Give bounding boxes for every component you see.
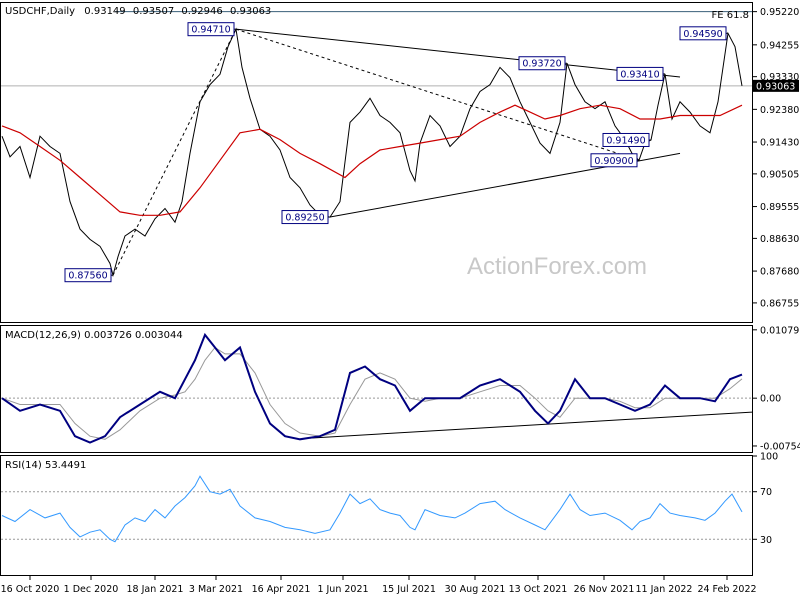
x-tick-label: 1 Jun 2021 [317, 584, 368, 595]
annotation-box [590, 153, 638, 168]
annotation-label: 0.94590 [683, 29, 722, 40]
current-price-label: 0.93063 [756, 81, 795, 92]
price-trendline-dashed [112, 28, 237, 276]
annotation-label: 0.90900 [594, 156, 633, 167]
annotation-box [679, 26, 727, 41]
annotation-label: 0.93720 [522, 59, 561, 70]
fib-label: FE 61.8 [711, 10, 749, 21]
x-tick-label: 13 Oct 2021 [509, 584, 568, 595]
current-price-box [753, 79, 799, 92]
x-tick-label: 26 Nov 2021 [574, 584, 635, 595]
price-title: USDCHF,Daily 0.93149 0.93507 0.92946 0.9… [5, 6, 271, 17]
price-y-tick-label: 0.89555 [760, 202, 799, 213]
price-y-tick-label: 0.88630 [760, 234, 799, 245]
x-tick-label: 3 Mar 2021 [189, 584, 243, 595]
macd-y-tick-label: 0.010797 [760, 325, 800, 336]
annotation-box [64, 268, 112, 283]
ohlc-close: 0.93063 [230, 6, 271, 17]
annotation-box [187, 22, 235, 37]
macd-trendline [309, 411, 753, 439]
price-y-tick-label: 0.92380 [760, 105, 799, 116]
x-tick-label: 11 Jan 2022 [636, 584, 693, 595]
price-y-tick-label: 0.93330 [760, 72, 799, 83]
x-tick-label: 1 Dec 2020 [64, 584, 119, 595]
annotation-box [616, 66, 664, 81]
rsi-y-tick-label: 30 [760, 535, 772, 546]
ohlc-high: 0.93507 [133, 6, 174, 17]
annotation-label: 0.93410 [620, 69, 659, 80]
annotation-label: 0.87560 [68, 271, 107, 282]
price-y-tick-label: 0.91430 [760, 138, 799, 149]
annotation-label: 0.94710 [191, 25, 230, 36]
rsi-y-tick-label: 100 [760, 452, 778, 463]
x-tick-label: 16 Oct 2020 [1, 584, 60, 595]
annotation-label: 0.91490 [606, 135, 645, 146]
macd-title: MACD(12,26,9) 0.003726 0.003044 [5, 330, 183, 341]
svg-text:USDCHF,Daily 0.93149: USDCHF,Daily 0.93149 0.93507 0.92946 0.9… [5, 6, 271, 17]
price-trendline-dashed [235, 28, 640, 161]
macd-panel-frame [0, 325, 753, 453]
price-trendline [235, 28, 681, 78]
macd-layer [1, 332, 753, 444]
rsi-layer [1, 475, 752, 543]
price-y-tick-label: 0.86755 [760, 298, 799, 309]
rsi-y-tick-label: 70 [760, 487, 772, 498]
x-tick-label: 15 Jul 2021 [382, 584, 436, 595]
moving-average-line [1, 104, 743, 216]
macd-line [1, 332, 743, 444]
x-tick-label: 16 Apr 2021 [252, 584, 311, 595]
panel-borders [0, 2, 753, 576]
price-y-tick-label: 0.94255 [760, 40, 799, 51]
annotation-box [602, 132, 650, 147]
macd-y-tick-label: -0.007548 [760, 441, 800, 452]
price-y-tick-label: 0.87680 [760, 267, 799, 278]
annotation-box [281, 210, 329, 225]
macd-signal-line [1, 346, 743, 440]
watermark: ActionForex.com [467, 253, 647, 280]
x-tick-label: 24 Feb 2022 [697, 584, 756, 595]
rsi-panel-frame [0, 455, 753, 576]
annotation-box [518, 56, 566, 71]
annotation-label: 0.89250 [285, 213, 324, 224]
ohlc-open: 0.93149 [84, 6, 125, 17]
x-tick-label: 18 Jan 2021 [127, 584, 184, 595]
price-y-tick-label: 0.90505 [760, 169, 799, 180]
rsi-line [1, 475, 743, 543]
ohlc-low: 0.92946 [181, 6, 222, 17]
price-layer: 0.94710 0.93720 0.93410 0.94590 0.91490 0.909… [1, 11, 752, 283]
price-panel-frame [0, 2, 753, 323]
rsi-title: RSI(14) 53.4491 [5, 460, 86, 471]
x-tick-label: 30 Aug 2021 [445, 584, 506, 595]
price-title-text: USDCHF,Daily [5, 6, 75, 17]
macd-y-tick-label: 0.00 [760, 394, 781, 405]
price-y-tick-label: 0.95220 [760, 7, 799, 18]
axes-layer: 0.95220 0.94255 0.93330 0.92380 0.91430 0.905… [1, 7, 800, 595]
